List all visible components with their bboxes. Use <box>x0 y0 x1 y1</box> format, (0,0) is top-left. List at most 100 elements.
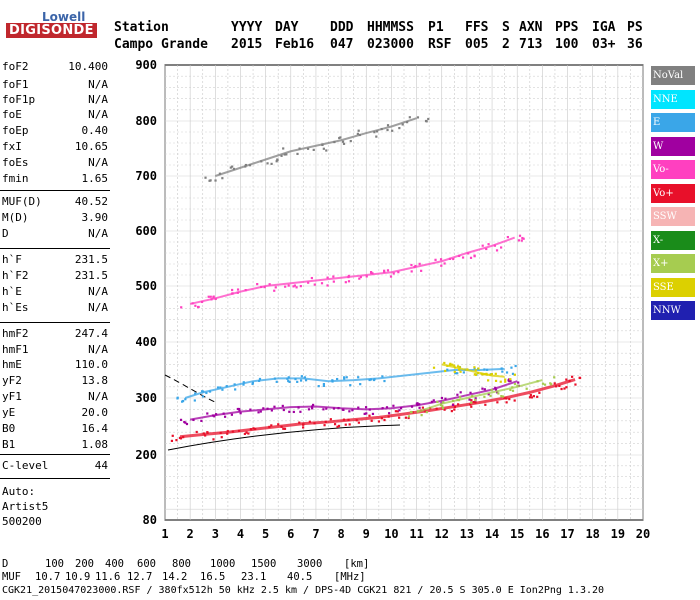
data-point <box>485 247 488 251</box>
data-point <box>499 380 502 383</box>
param-fmin: fmin 1.65 <box>2 172 108 186</box>
data-point <box>416 116 420 119</box>
x-tick-label: 16 <box>535 527 549 541</box>
data-point <box>434 258 437 261</box>
data-point <box>538 391 541 394</box>
param-foep: foEp 0.40 <box>2 124 108 138</box>
data-point <box>257 411 260 414</box>
lowell-digisonde-logo: Lowell DIGISONDE <box>4 10 104 44</box>
data-point <box>530 396 533 399</box>
data-point <box>311 407 314 410</box>
data-point <box>494 372 497 375</box>
param-d: D N/A <box>2 227 108 241</box>
series-vo- <box>180 234 525 309</box>
data-point <box>459 370 462 373</box>
data-point <box>200 390 204 393</box>
param-value: N/A <box>88 78 108 91</box>
data-point <box>473 366 476 369</box>
data-point <box>459 391 462 394</box>
data-point <box>345 376 348 379</box>
header-label-10: IGA <box>592 20 616 35</box>
param-yf1: yF1 N/A <box>2 390 108 404</box>
data-point <box>385 406 389 409</box>
data-point <box>529 394 532 397</box>
param-name: foE <box>2 108 22 121</box>
data-point <box>180 306 183 309</box>
data-point <box>490 373 493 376</box>
param-name: foF1 <box>2 78 29 91</box>
data-point <box>302 426 305 429</box>
data-point <box>300 375 303 378</box>
data-point <box>359 275 362 279</box>
param-name: foEs <box>2 156 29 169</box>
data-point <box>185 422 189 426</box>
param-name: foEp <box>2 124 29 137</box>
data-point <box>344 281 347 284</box>
data-point <box>397 271 400 274</box>
data-point <box>386 124 390 127</box>
param-name: hmE <box>2 358 22 371</box>
param-name: foF2 <box>2 60 29 73</box>
data-point <box>281 404 284 408</box>
series-sse <box>432 361 516 383</box>
x-tick-label: 14 <box>485 527 499 541</box>
data-point <box>214 179 217 182</box>
param-value: 13.8 <box>81 374 109 387</box>
data-point <box>375 130 379 133</box>
data-point <box>282 147 285 150</box>
data-point <box>197 305 200 309</box>
data-point <box>266 162 269 165</box>
footD-value: 600 <box>137 558 156 570</box>
param-separator <box>0 454 110 455</box>
legend-ssw: SSW <box>651 207 695 226</box>
data-point <box>454 372 457 375</box>
data-point <box>458 366 461 369</box>
data-point <box>280 154 283 157</box>
param-value: N/A <box>88 156 108 169</box>
param-m-d-: M(D) 3.90 <box>2 211 108 225</box>
param-value: N/A <box>88 93 108 106</box>
virtual-height-trace <box>167 424 401 451</box>
param-name: yF2 <box>2 374 22 387</box>
param-name: C-level <box>2 459 49 472</box>
param-value: 16.4 <box>81 422 109 435</box>
y-tick-label: 300 <box>135 391 157 405</box>
data-point <box>336 377 339 381</box>
header-label-11: PS <box>627 20 643 35</box>
data-point <box>230 413 234 416</box>
data-point <box>307 408 311 411</box>
data-point <box>453 370 456 373</box>
param-value: 1.08 <box>81 438 109 451</box>
data-point <box>284 285 287 288</box>
data-point <box>178 436 182 440</box>
data-point <box>181 399 185 403</box>
data-point <box>247 432 250 435</box>
param-foes: foEs N/A <box>2 156 108 170</box>
data-point <box>282 427 285 430</box>
header-value-3: 047 <box>330 37 354 52</box>
param-name: B1 <box>2 438 16 451</box>
data-point <box>473 367 476 370</box>
data-point <box>563 387 566 390</box>
data-point <box>398 126 401 130</box>
header-label-5: P1 <box>428 20 444 35</box>
param-separator <box>0 322 110 323</box>
param-name: h`F2 <box>2 269 29 282</box>
data-point <box>259 410 262 413</box>
data-point <box>511 372 515 375</box>
data-point <box>392 272 395 275</box>
data-point <box>338 136 341 140</box>
data-point <box>287 376 290 379</box>
data-point <box>341 408 344 411</box>
data-point <box>194 304 197 307</box>
param-yf2: yF2 13.8 <box>2 374 108 388</box>
header-value-8: 713 <box>519 37 543 52</box>
data-point <box>234 388 237 391</box>
param-hmf2: hmF2 247.4 <box>2 327 108 341</box>
data-point <box>448 363 452 366</box>
data-point <box>176 397 179 400</box>
data-point <box>407 416 410 420</box>
data-point <box>288 380 291 383</box>
x-tick-label: 18 <box>585 527 599 541</box>
